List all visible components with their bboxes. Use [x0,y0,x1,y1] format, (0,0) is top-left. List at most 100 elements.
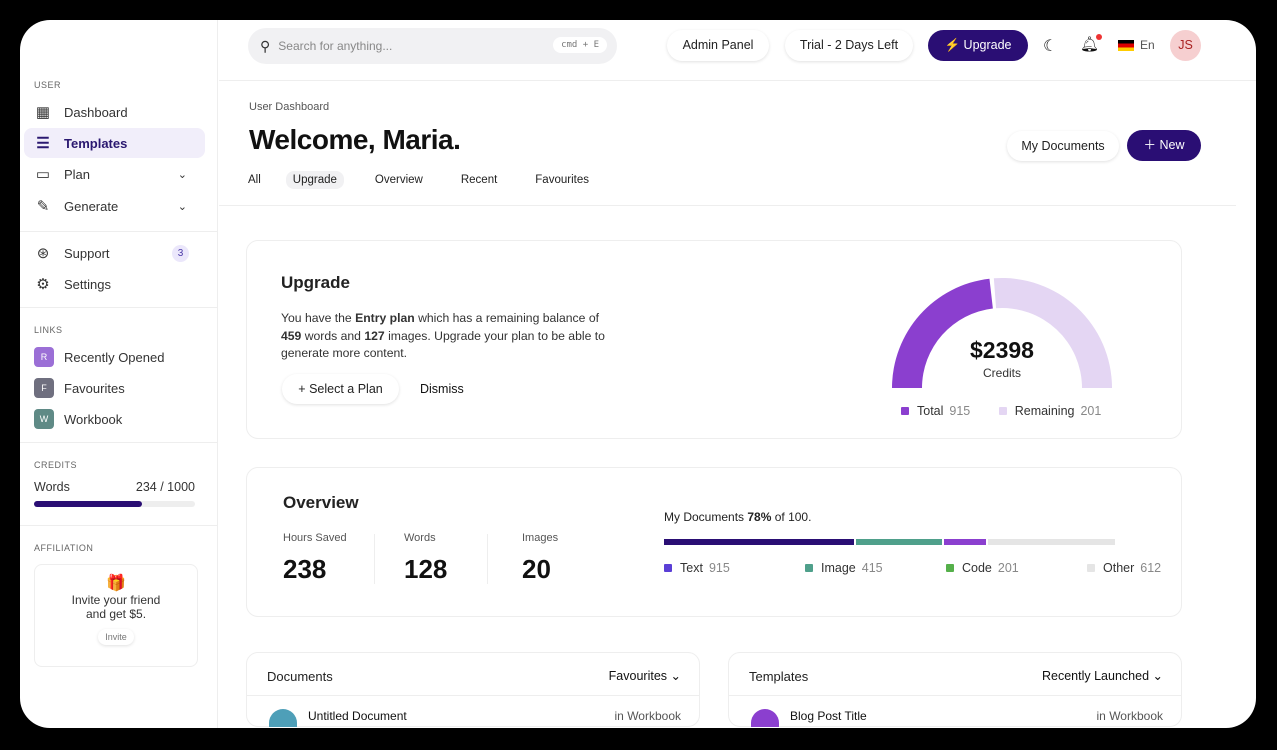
label: Workbook [64,411,123,427]
bell-icon[interactable]: 🔔︎ [1080,34,1103,53]
admin-panel-button[interactable]: Admin Panel [667,30,769,61]
lifebuoy-icon: ⊛ [36,245,50,262]
sidebar-item-settings[interactable]: ⚙ Settings [24,269,205,299]
search-input[interactable]: ⚲ Search for anything... cmd + E [248,28,617,64]
stat-hours: Hours Saved 238 [283,532,347,584]
invite-text: Invite your friend [71,593,161,607]
credits-gauge [892,278,1112,388]
gauge-amount: $2398 [970,337,1034,363]
select-plan-button[interactable]: + Select a Plan [282,374,399,404]
legend-remaining: Remaining 201 [998,404,1101,418]
tab-overview[interactable]: Overview [374,174,423,186]
wallet-icon: ▭ [35,166,51,183]
link-icon: F [34,378,54,398]
documents-legend: Text 915 Image 415 Code 201 Other 612 [664,561,1185,575]
app-window: USER ▦ Dashboard ☰ Templates ▭ Plan ⌄ ✎ Gener… [20,20,1256,728]
label: Dashboard [64,104,128,120]
gauge-center: $2398 Credits [889,337,1115,380]
sidebar: USER ▦ Dashboard ☰ Templates ▭ Plan ⌄ ✎ Gener… [20,20,218,728]
invite-text: and get $5. [85,607,147,621]
card-title: Templates [749,669,809,684]
new-button[interactable]: ＋ New [1127,130,1201,161]
label: Generate [64,198,119,214]
sidebar-item-plan[interactable]: ▭ Plan ⌄ [24,159,205,189]
tab-all[interactable]: All [248,174,261,186]
card-title: Overview [283,493,359,512]
search-placeholder: Search for anything... [278,39,393,53]
moon-icon[interactable]: ☾ [1043,38,1058,55]
upgrade-label: Upgrade [963,38,1012,52]
document-name[interactable]: Untitled Document [308,709,407,723]
tab-favourites[interactable]: Favourites [535,174,589,186]
grid-icon: ▦ [35,104,51,121]
breadcrumb: User Dashboard [249,101,330,113]
gear-icon: ⚙ [36,276,50,293]
section-label: LINKS [34,325,63,335]
template-name[interactable]: Blog Post Title [790,709,867,723]
templates-filter[interactable]: Recently Launched ⌄ [1042,669,1163,683]
sidebar-item-generate[interactable]: ✎ Generate ⌄ [24,191,205,221]
gift-icon: 🎁 [106,575,126,592]
document-location: in Workbook [614,709,681,723]
template-icon: ☰ [36,135,50,152]
language-selector[interactable]: En [1118,38,1155,52]
credits-label: Words [34,480,70,494]
legend-total: Total 915 [901,404,970,418]
upgrade-card: Upgrade You have the Entry plan which ha… [246,240,1182,439]
label: Templates [64,135,128,151]
label: Support [64,245,110,261]
label: Settings [64,276,111,292]
search-icon: ⚲ [260,37,271,54]
gauge-total-arc [892,278,993,388]
sidebar-item-templates[interactable]: ☰ Templates [24,128,205,158]
documents-bar [664,539,1115,545]
trial-button[interactable]: Trial - 2 Days Left [785,30,913,61]
avatar[interactable]: JS [1170,30,1201,61]
sidebar-item-support[interactable]: ⊛ Support 3 [24,238,205,268]
tab-upgrade[interactable]: Upgrade [285,171,344,189]
new-label: New [1159,138,1185,152]
upgrade-button[interactable]: ⚡ Upgrade [928,30,1028,61]
legend-other: Other 612 [1087,561,1161,575]
sidebar-item-dashboard[interactable]: ▦ Dashboard [24,97,205,127]
bolt-icon: ⚡ [944,38,961,52]
section-label: USER [34,80,62,90]
documents-filter[interactable]: Favourites ⌄ [608,669,681,683]
main-content: User Dashboard Welcome, Maria. All Upgrad… [219,82,1256,728]
label: Recently Opened [64,349,165,365]
stat-images: Images 20 [522,532,559,584]
template-location: in Workbook [1096,709,1163,723]
link-workbook[interactable]: W Workbook [24,404,205,434]
credits-row: Words 234 / 1000 [34,480,195,494]
segment-image [856,539,943,545]
affiliation-card: 🎁 Invite your friend and get $5. Invite [34,564,198,667]
segment-other [987,539,1115,545]
invite-button[interactable]: Invite [98,629,134,645]
tab-recent[interactable]: Recent [460,174,498,186]
legend-image: Image 415 [805,561,922,575]
legend-code: Code 201 [946,561,1063,575]
label: Favourites [64,380,125,396]
label: Plan [64,166,91,182]
overview-card: Overview Hours Saved 238 Words 128 Images 2… [246,467,1182,617]
segment-text [664,539,854,545]
my-documents-button[interactable]: My Documents [1007,131,1119,161]
credits-progress [34,501,195,507]
link-favourites[interactable]: F Favourites [24,373,205,403]
shortcut-hint: cmd + E [553,37,607,53]
link-recently-opened[interactable]: R Recently Opened [24,342,205,372]
credits-value: 234 / 1000 [135,480,195,494]
segment-code [944,539,986,545]
tabs: All Upgrade Overview Recent Favourites [241,171,620,189]
section-label: AFFILIATION [34,543,94,553]
documents-usage-text: My Documents 78% of 100. [664,510,812,524]
flag-de-icon [1118,39,1134,51]
template-icon [751,709,779,727]
gauge-remaining-arc [993,278,1112,388]
lang-label: En [1140,38,1155,52]
chevron-down-icon: ⌄ [1152,669,1163,683]
topbar: ⚲ Search for anything... cmd + E Admin Pan… [219,20,1256,81]
support-badge: 3 [172,244,189,262]
dismiss-button[interactable]: Dismiss [420,382,464,396]
page-title: Welcome, Maria. [249,124,461,155]
